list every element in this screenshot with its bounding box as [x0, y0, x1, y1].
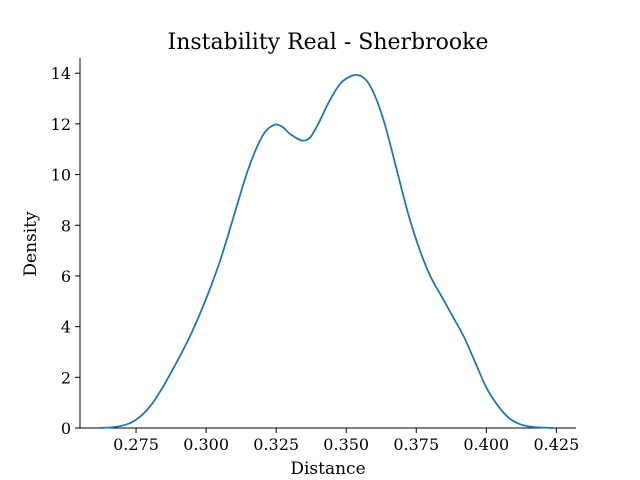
- x-tick-label: 0.275: [113, 435, 159, 454]
- x-tick-label: 0.425: [533, 435, 579, 454]
- density-line: [99, 73, 554, 429]
- y-axis-ticks: 0 2 4 6 8 10 12 14: [51, 64, 80, 438]
- y-tick-label: 2: [61, 368, 71, 387]
- x-tick-label: 0.350: [323, 435, 369, 454]
- y-tick-label: 12: [51, 115, 71, 134]
- x-tick-label: 0.325: [253, 435, 299, 454]
- x-tick-label: 0.400: [463, 435, 509, 454]
- x-axis-label: Distance: [290, 459, 365, 479]
- y-tick-label: 0: [61, 419, 71, 438]
- y-tick-label: 6: [61, 267, 71, 286]
- y-tick-label: 4: [61, 318, 71, 337]
- y-tick-label: 14: [51, 64, 71, 83]
- series-layer: [99, 73, 554, 429]
- y-axis-label: Density: [21, 211, 41, 277]
- y-tick-label: 10: [51, 166, 71, 185]
- x-axis-ticks: 0.275 0.300 0.325 0.350 0.375 0.400 0.425: [113, 428, 579, 454]
- y-tick-label: 8: [61, 216, 71, 235]
- x-tick-label: 0.300: [183, 435, 229, 454]
- plot-area: 0.275 0.300 0.325 0.350 0.375 0.400 0.425 0 2 4 6…: [51, 58, 579, 454]
- chart-title: Instability Real - Sherbrooke: [168, 30, 489, 55]
- x-tick-label: 0.375: [393, 435, 439, 454]
